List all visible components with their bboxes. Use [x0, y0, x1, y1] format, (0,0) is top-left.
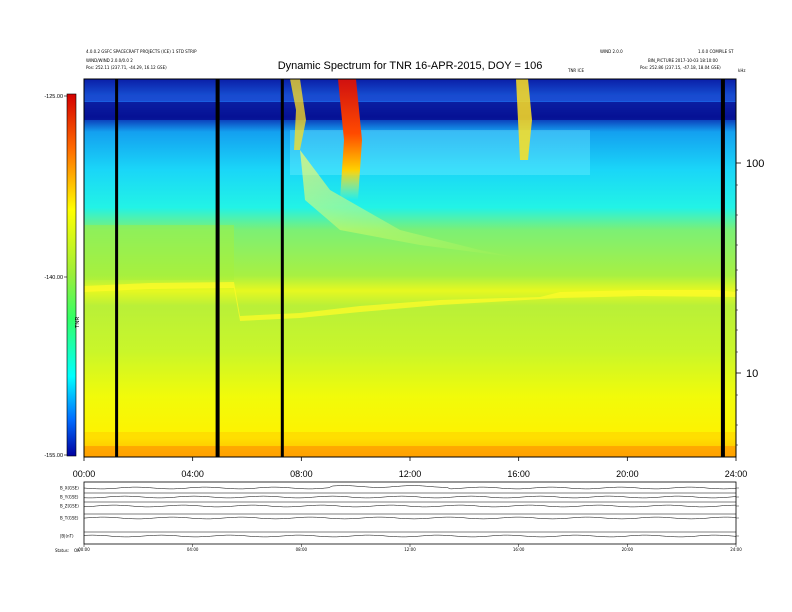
- burst-fan: [300, 150, 520, 258]
- x-tick-label: 20:00: [616, 469, 639, 479]
- header-right-line4: Pos: 252.86 (237.15, -47.18, 18.04 GSE): [640, 65, 721, 70]
- bottom-x-tick-label: 12:00: [404, 547, 416, 552]
- colorbar-ticks: -125.00 -140.00 -155.00: [44, 94, 67, 459]
- data-gap-line: [215, 79, 220, 457]
- bottom-panel-label: B_Z(GSE): [60, 504, 79, 509]
- colorbar: [66, 93, 77, 457]
- spectrogram-patch: [84, 225, 234, 280]
- bottom-panel-trace: [83, 516, 737, 520]
- x-axis: 00:00 04:00 08:00 12:00 16:00 20:00 24:00: [73, 457, 748, 479]
- type-iii-burst: [338, 79, 362, 200]
- spectrogram-background: [84, 79, 736, 457]
- colorbar-tick-label: -155.00: [44, 453, 63, 459]
- spectrogram-band: [84, 95, 736, 101]
- x-tick-label: 24:00: [725, 469, 748, 479]
- bottom-panel-trace: [83, 534, 737, 538]
- header-left-line2: WIND/WIND 2.0.0/0.0 2: [86, 58, 133, 63]
- x-tick-label: 16:00: [507, 469, 530, 479]
- bottom-x-tick-label: 20:00: [622, 547, 634, 552]
- bottom-panel-trace: [83, 495, 737, 499]
- spectrogram-patch: [290, 130, 590, 175]
- x-tick-label: 08:00: [290, 469, 313, 479]
- spectrogram-bottom-noise: [84, 446, 736, 457]
- spectrogram: [84, 79, 736, 457]
- header-right-line3: BIN_PICTURE 2017-10-03 18:10:00: [648, 58, 718, 63]
- bottom-x-tick-label: 16:00: [513, 547, 525, 552]
- bottom-panel-label: B_T(GSE): [60, 516, 79, 521]
- x-tick-label: 04:00: [181, 469, 204, 479]
- bottom-x-tick-label: 08:00: [296, 547, 308, 552]
- bottom-x-tick-label: 24:00: [730, 547, 742, 552]
- bottom-panel-label: B_X(GSE): [60, 486, 79, 491]
- bottom-panel-label: B_Y(GSE): [60, 495, 79, 500]
- status-value: OK: [74, 548, 80, 553]
- bottom-panel-frame: [83, 481, 737, 545]
- data-gaps: [115, 79, 725, 457]
- header-center-label: TNR ICE: [567, 68, 584, 73]
- header-top-right-tag: kHz: [738, 68, 745, 73]
- plasma-line: [84, 282, 736, 321]
- bottom-panel-trace: [83, 485, 737, 490]
- colorbar-tick-label: -140.00: [44, 275, 63, 281]
- colorbar-label: TNR: [75, 317, 81, 328]
- spectrogram-band: [84, 102, 736, 120]
- header-left-line1: 4.0.0.2 GSFC SPACECRAFT PROJECTS (ICE) 1…: [86, 49, 197, 54]
- colorbar-tick-label: -125.00: [44, 94, 63, 100]
- bottom-x-tick-label: 00:00: [78, 547, 90, 552]
- header-right-line2: 1.0.0 COMPILE ST: [698, 49, 734, 54]
- bottom-panel-trace: [83, 504, 737, 508]
- x-tick-label: 00:00: [73, 469, 96, 479]
- header-left-line3: Pos: 252.11 (237.71, -44.29, 16.12 GSE): [86, 65, 167, 70]
- bottom-panel-label: |B|(nT): [60, 534, 74, 539]
- status-label: Status:: [55, 548, 69, 553]
- header-right-line1: WIND 2.0.0: [600, 49, 623, 54]
- type-iii-burst: [516, 79, 532, 160]
- data-gap-line: [115, 79, 119, 457]
- bottom-panels: B_X(GSE)B_Y(GSE)B_Z(GSE)B_T(GSE)|B|(nT) …: [55, 481, 742, 553]
- data-gap-line: [720, 79, 725, 457]
- data-gap-line: [280, 79, 284, 457]
- x-tick-label: 12:00: [399, 469, 422, 479]
- chart-title: Dynamic Spectrum for TNR 16-APR-2015, DO…: [278, 60, 543, 72]
- y-axis-right: 100 10: [736, 158, 764, 446]
- type-iii-burst: [290, 79, 306, 150]
- y-tick-label: 10: [746, 368, 758, 380]
- y-tick-label: 100: [746, 158, 764, 170]
- bottom-x-tick-label: 04:00: [187, 547, 199, 552]
